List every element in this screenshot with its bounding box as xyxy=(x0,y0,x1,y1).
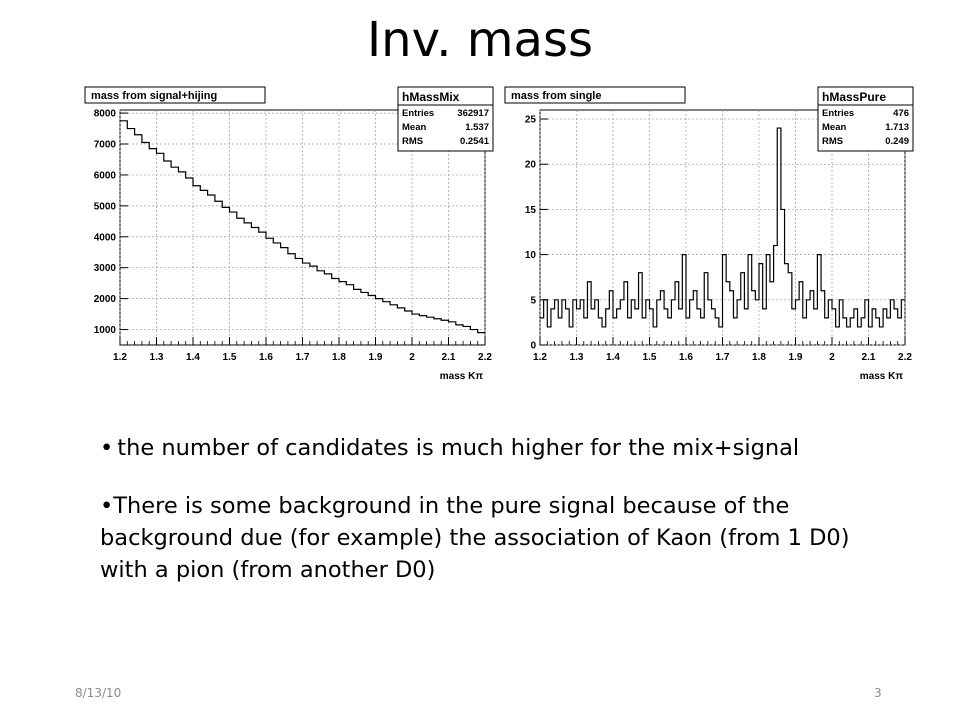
x-tick-label: 1.8 xyxy=(332,352,346,363)
stats-row-value: 1.537 xyxy=(465,122,489,133)
y-tick-label: 3000 xyxy=(94,263,117,274)
stats-box-frame xyxy=(817,86,914,152)
bullet-1-text: the number of candidates is much higher … xyxy=(117,435,800,461)
stats-row-value: 0.249 xyxy=(885,136,909,147)
stats-row-label: Entries xyxy=(402,108,434,119)
y-tick-label: 0 xyxy=(530,341,536,352)
histogram-mass-single: mass from single 1.2 1.3 1.4 1.5 1.6 1.7 1.8 1.9… xyxy=(495,82,915,382)
stats-box-name: hMassMix xyxy=(402,90,460,104)
grid xyxy=(539,110,906,346)
y-tick-label: 8000 xyxy=(94,109,117,120)
stats-box: hMassPure Entries 476 Mean 1.713 RMS 0.249 xyxy=(817,86,914,152)
x-tick-label: 2 xyxy=(829,352,835,363)
x-tick-label: 2 xyxy=(409,352,415,363)
stats-box-name: hMassPure xyxy=(822,90,886,104)
y-tick-label: 1000 xyxy=(94,325,117,336)
x-axis-label: mass Kπ xyxy=(860,371,904,382)
histogram-title: mass from single xyxy=(511,90,601,102)
x-tick-label: 2.2 xyxy=(898,352,912,363)
stats-row-label: Mean xyxy=(402,122,426,133)
histogram-canvas: mass from single 1.2 1.3 1.4 1.5 1.6 1.7 1.8 1.9… xyxy=(504,86,914,382)
y-tick-label: 20 xyxy=(525,160,537,171)
stats-row-value: 362917 xyxy=(457,108,489,119)
x-tick-label: 1.9 xyxy=(369,352,383,363)
bullet-dot: • xyxy=(100,435,114,461)
x-tick-label: 1.4 xyxy=(606,352,620,363)
histogram-series-line xyxy=(540,127,905,328)
y-tick-label: 6000 xyxy=(94,170,117,181)
y-tick-label: 5000 xyxy=(94,201,117,212)
stats-row-label: RMS xyxy=(402,136,423,147)
y-tick-label: 10 xyxy=(525,250,537,261)
x-tick-label: 1.8 xyxy=(752,352,766,363)
x-tick-label: 1.6 xyxy=(259,352,273,363)
footer-page-number: 3 xyxy=(874,686,882,700)
histogram-series-line xyxy=(120,120,485,334)
x-tick-label: 1.4 xyxy=(186,352,200,363)
histogram-mass-signal-hijing: mass from signal+hijing 1.2 1.3 1.4 1.5 1.6 1.… xyxy=(75,82,495,382)
histogram-title-box: mass from single xyxy=(504,86,686,104)
title-box-frame xyxy=(84,86,266,104)
footer-date: 8/13/10 xyxy=(75,686,122,700)
y-tick-label: 5 xyxy=(530,295,536,306)
stats-row-label: Mean xyxy=(822,122,846,133)
y-tick-label: 15 xyxy=(525,205,537,216)
x-tick-label: 1.3 xyxy=(150,352,164,363)
slide-title: Inv. mass xyxy=(367,12,593,68)
stats-row-label: Entries xyxy=(822,108,854,119)
x-tick-label: 1.7 xyxy=(716,352,730,363)
stats-box: hMassMix Entries 362917 Mean 1.537 RMS 0.2541 xyxy=(397,86,494,152)
histogram-title-box: mass from signal+hijing xyxy=(84,86,266,104)
x-tick-label: 1.2 xyxy=(113,352,127,363)
histogram-title: mass from signal+hijing xyxy=(91,90,217,102)
bullet-1: • the number of candidates is much higher… xyxy=(100,432,900,464)
bullet-2-text: There is some background in the pure sig… xyxy=(100,493,850,583)
x-tick-label: 2.1 xyxy=(442,352,456,363)
stats-row-value: 476 xyxy=(893,108,909,119)
x-tick-label: 1.2 xyxy=(533,352,547,363)
y-tick-label: 25 xyxy=(525,115,537,126)
stats-row-label: RMS xyxy=(822,136,843,147)
y-tick-label: 4000 xyxy=(94,232,117,243)
stats-row-value: 0.2541 xyxy=(460,136,490,147)
x-axis-label: mass Kπ xyxy=(440,371,484,382)
x-tick-label: 1.9 xyxy=(789,352,803,363)
x-tick-label: 2.1 xyxy=(862,352,876,363)
x-tick-label: 2.2 xyxy=(478,352,492,363)
y-tick-label: 2000 xyxy=(94,294,117,305)
x-tick-label: 1.7 xyxy=(296,352,310,363)
title-box-frame xyxy=(504,86,686,104)
x-tick-label: 1.5 xyxy=(223,352,237,363)
bullet-dot: • xyxy=(100,493,114,519)
grid xyxy=(119,110,486,345)
bullet-2: •There is some background in the pure si… xyxy=(100,490,900,586)
y-tick-label: 7000 xyxy=(94,140,117,151)
histogram-canvas: mass from signal+hijing 1.2 1.3 1.4 1.5 1.6 1.… xyxy=(84,86,494,382)
x-tick-label: 1.5 xyxy=(643,352,657,363)
x-tick-label: 1.3 xyxy=(570,352,584,363)
x-tick-label: 1.6 xyxy=(679,352,693,363)
stats-row-value: 1.713 xyxy=(885,122,909,133)
stats-box-frame xyxy=(397,86,494,152)
